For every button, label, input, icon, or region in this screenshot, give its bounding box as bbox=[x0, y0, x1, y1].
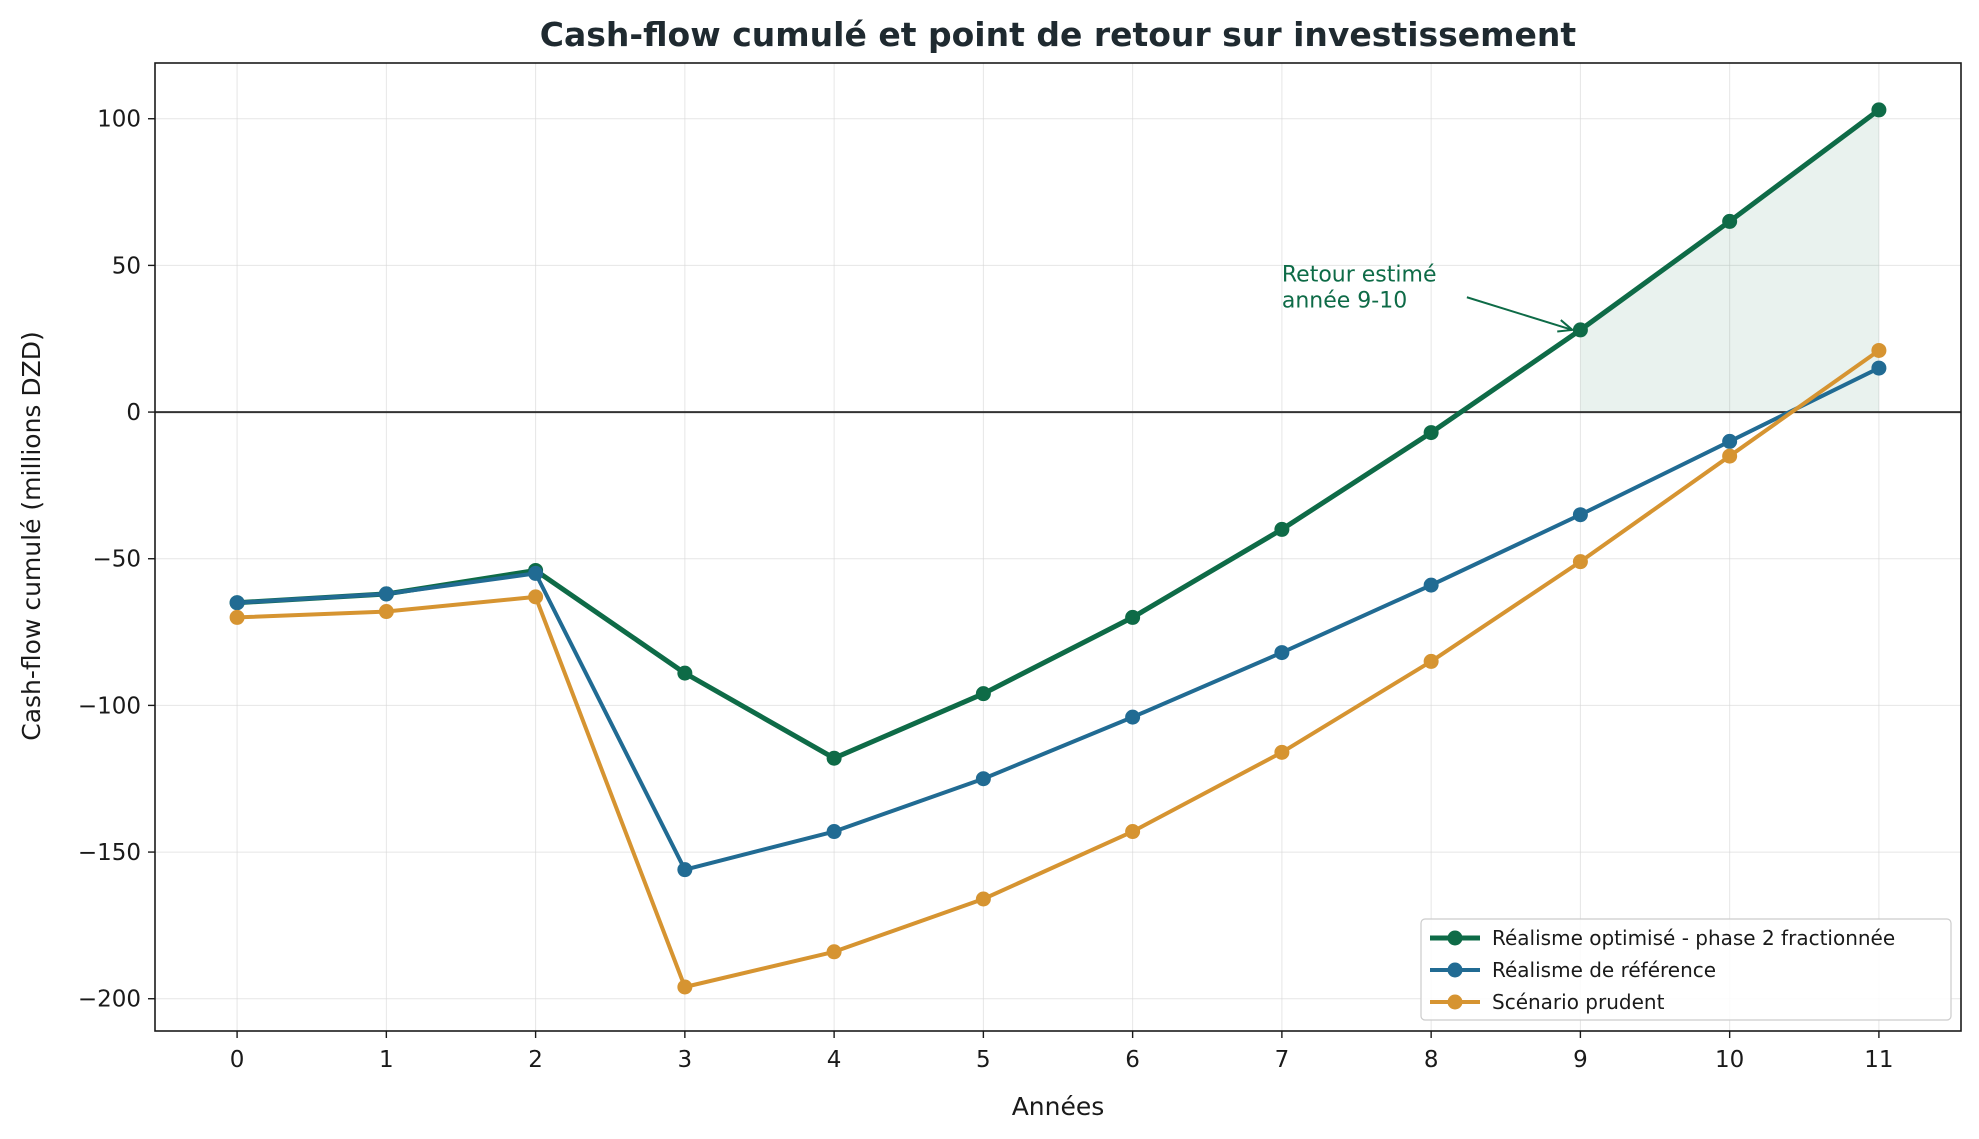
data-point-series-1 bbox=[1274, 521, 1290, 537]
legend-marker bbox=[1447, 994, 1463, 1010]
data-point-series-3 bbox=[1125, 824, 1141, 840]
data-point-series-1 bbox=[826, 750, 842, 766]
annotation-arrowhead bbox=[1557, 319, 1575, 333]
series-line-1 bbox=[234, 107, 1882, 761]
legend-marker bbox=[1447, 930, 1463, 946]
data-point-series-2 bbox=[975, 771, 991, 787]
chart-title: Cash-flow cumulé et point de retour sur … bbox=[540, 15, 1577, 54]
data-point-series-1 bbox=[1722, 213, 1738, 229]
legend-label: Réalisme optimisé - phase 2 fractionnée bbox=[1492, 926, 1895, 950]
data-point-series-2 bbox=[1871, 360, 1887, 376]
data-point-series-3 bbox=[677, 979, 693, 995]
shaded-area bbox=[1580, 109, 1879, 413]
data-point-series-2 bbox=[378, 586, 394, 602]
y-tick-label: 50 bbox=[112, 253, 141, 279]
y-tick-label: −200 bbox=[78, 987, 141, 1013]
annotation-text: année 9-10 bbox=[1282, 288, 1407, 313]
data-point-series-1 bbox=[1572, 322, 1588, 338]
data-point-series-2 bbox=[1423, 577, 1439, 593]
data-point-series-2 bbox=[528, 565, 544, 581]
data-point-series-3 bbox=[1722, 448, 1738, 464]
data-point-series-2 bbox=[677, 862, 693, 878]
series-line-3 bbox=[235, 348, 1881, 989]
annotation-arrow bbox=[1466, 296, 1573, 331]
data-point-series-3 bbox=[975, 891, 991, 907]
legend-label: Réalisme de référence bbox=[1492, 958, 1716, 982]
data-point-series-3 bbox=[1572, 554, 1588, 570]
x-tick-label: 2 bbox=[528, 1047, 543, 1073]
data-point-series-2 bbox=[1125, 709, 1141, 725]
x-tick-label: 3 bbox=[678, 1047, 693, 1073]
x-axis-label: Années bbox=[1012, 1092, 1105, 1121]
data-point-series-3 bbox=[1871, 342, 1887, 358]
x-tick-label: 8 bbox=[1424, 1047, 1439, 1073]
x-tick-label: 9 bbox=[1573, 1047, 1588, 1073]
y-tick-label: −100 bbox=[78, 693, 141, 719]
data-point-series-3 bbox=[826, 944, 842, 960]
legend-box bbox=[1420, 918, 1952, 1021]
plot-frame bbox=[154, 62, 1962, 1032]
y-tick-label: 100 bbox=[97, 107, 141, 133]
series-line-2 bbox=[235, 366, 1881, 872]
x-tick-label: 5 bbox=[976, 1047, 991, 1073]
data-point-series-3 bbox=[378, 604, 394, 620]
legend-label: Scénario prudent bbox=[1492, 990, 1665, 1014]
data-point-series-3 bbox=[528, 589, 544, 605]
legend-marker bbox=[1447, 962, 1463, 978]
data-point-series-1 bbox=[975, 686, 991, 702]
data-point-series-1 bbox=[1871, 102, 1887, 118]
data-point-series-2 bbox=[1572, 507, 1588, 523]
x-tick-label: 11 bbox=[1864, 1047, 1893, 1073]
y-tick-label: −150 bbox=[78, 840, 141, 866]
y-tick-label: −50 bbox=[92, 547, 141, 573]
data-point-series-1 bbox=[1423, 425, 1439, 441]
x-tick-label: 4 bbox=[827, 1047, 842, 1073]
data-point-series-3 bbox=[229, 609, 245, 625]
y-tick-label: 0 bbox=[126, 400, 141, 426]
x-tick-label: 7 bbox=[1275, 1047, 1290, 1073]
x-tick-label: 10 bbox=[1715, 1047, 1744, 1073]
x-tick-label: 6 bbox=[1125, 1047, 1140, 1073]
data-point-series-3 bbox=[1274, 744, 1290, 760]
annotation-text: Retour estimé bbox=[1282, 262, 1437, 287]
data-point-series-1 bbox=[1125, 609, 1141, 625]
x-tick-label: 0 bbox=[230, 1047, 245, 1073]
legend: Réalisme optimisé - phase 2 fractionnée R… bbox=[1420, 918, 1952, 1021]
data-point-series-3 bbox=[1423, 653, 1439, 669]
data-point-series-2 bbox=[1274, 645, 1290, 661]
x-tick-label: 1 bbox=[379, 1047, 394, 1073]
data-point-series-2 bbox=[1722, 433, 1738, 449]
y-axis-label: Cash-flow cumulé (millions DZD) bbox=[17, 331, 46, 741]
data-point-series-2 bbox=[826, 824, 842, 840]
data-point-series-2 bbox=[229, 595, 245, 611]
data-point-series-1 bbox=[677, 665, 693, 681]
